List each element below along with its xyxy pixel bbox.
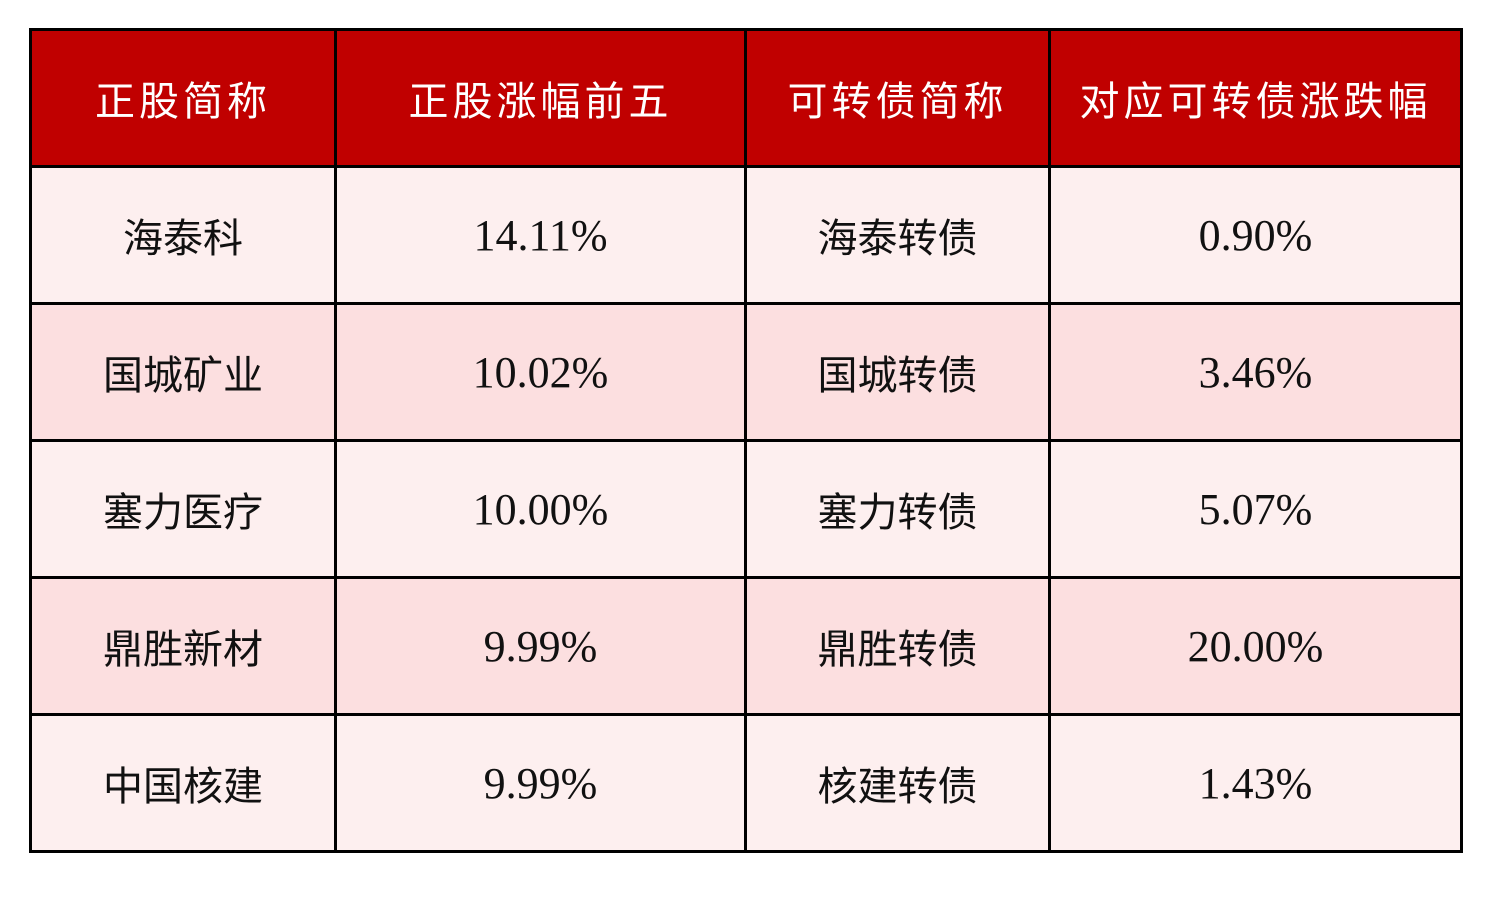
table-row: 中国核建 9.99% 核建转债 1.43% xyxy=(29,713,1463,853)
cell-stock-name: 鼎胜新材 xyxy=(29,576,337,716)
cell-stock-gain: 9.99% xyxy=(334,576,747,716)
cell-bond-name: 核建转债 xyxy=(744,713,1051,853)
cell-bond-name: 国城转债 xyxy=(744,302,1051,442)
table-row: 国城矿业 10.02% 国城转债 3.46% xyxy=(29,302,1463,442)
cell-bond-change: 20.00% xyxy=(1048,576,1463,716)
header-stock-gain: 正股涨幅前五 xyxy=(334,28,747,168)
table-row: 鼎胜新材 9.99% 鼎胜转债 20.00% xyxy=(29,576,1463,716)
cell-bond-name: 海泰转债 xyxy=(744,165,1051,305)
cell-stock-name: 国城矿业 xyxy=(29,302,337,442)
cell-bond-change: 5.07% xyxy=(1048,439,1463,579)
cell-bond-change: 0.90% xyxy=(1048,165,1463,305)
header-stock-name: 正股简称 xyxy=(29,28,337,168)
cell-stock-gain: 9.99% xyxy=(334,713,747,853)
cell-bond-change: 1.43% xyxy=(1048,713,1463,853)
table-row: 塞力医疗 10.00% 塞力转债 5.07% xyxy=(29,439,1463,579)
header-bond-change: 对应可转债涨跌幅 xyxy=(1048,28,1463,168)
cell-bond-name: 塞力转债 xyxy=(744,439,1051,579)
header-bond-name: 可转债简称 xyxy=(744,28,1051,168)
cell-stock-name: 塞力医疗 xyxy=(29,439,337,579)
cell-stock-gain: 10.02% xyxy=(334,302,747,442)
table-row: 海泰科 14.11% 海泰转债 0.90% xyxy=(29,165,1463,305)
cell-stock-name: 海泰科 xyxy=(29,165,337,305)
convertible-bond-table: 正股简称 正股涨幅前五 可转债简称 对应可转债涨跌幅 海泰科 14.11% 海泰转债… xyxy=(29,28,1463,853)
cell-bond-name: 鼎胜转债 xyxy=(744,576,1051,716)
cell-stock-name: 中国核建 xyxy=(29,713,337,853)
cell-stock-gain: 10.00% xyxy=(334,439,747,579)
header-row: 正股简称 正股涨幅前五 可转债简称 对应可转债涨跌幅 xyxy=(29,28,1463,168)
cell-bond-change: 3.46% xyxy=(1048,302,1463,442)
cell-stock-gain: 14.11% xyxy=(334,165,747,305)
